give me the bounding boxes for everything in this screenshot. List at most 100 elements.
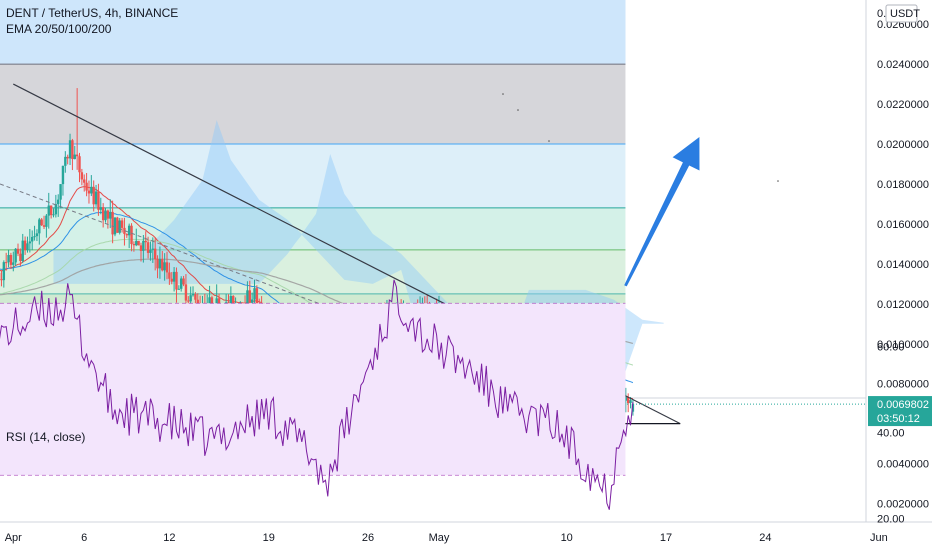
price-tick-label: 0.0080000 [877, 379, 929, 391]
dot-mark [502, 93, 504, 95]
indicator-legend[interactable]: EMA 20/50/100/200 [6, 22, 112, 36]
rsi-tick-label: 20.00 [877, 513, 905, 525]
candle-body [97, 191, 100, 210]
candle-body [59, 184, 62, 200]
time-tick-label: May [429, 532, 450, 544]
candle-body [14, 248, 17, 263]
time-tick-label: 12 [163, 532, 175, 544]
candle-body [135, 240, 138, 246]
candle-body [66, 156, 69, 159]
candle-body [248, 290, 251, 303]
candle-body [61, 165, 65, 185]
candle-body [33, 236, 36, 238]
time-tick-label: 10 [561, 532, 573, 544]
candle-body [624, 397, 628, 401]
candle-body [35, 233, 39, 237]
projection-arrow[interactable] [612, 130, 713, 292]
candle-body [73, 154, 76, 160]
candle-body [64, 156, 67, 166]
candle-body [78, 156, 81, 173]
price-tick-label: 0.0040000 [877, 459, 929, 471]
candle-body [629, 400, 632, 404]
candle-body [4, 262, 8, 264]
time-tick-label: 24 [759, 532, 771, 544]
rsi-tick-label: 60.00 [877, 341, 905, 353]
candle-body [142, 240, 145, 251]
countdown-label: 03:50:12 [877, 413, 920, 425]
candle-body [116, 217, 119, 233]
rsi-tick-label: 40.00 [877, 427, 905, 439]
price-tick-label: 0.0220000 [877, 99, 929, 111]
candle-body [120, 220, 124, 228]
time-tick-label: Apr [5, 532, 22, 544]
candle-body [170, 278, 173, 282]
candle-body [45, 215, 48, 227]
ichimoku-cloud-area [53, 120, 664, 424]
rsi-legend[interactable]: RSI (14, close) [6, 430, 85, 444]
candle-body [92, 186, 95, 205]
candle-body [631, 404, 635, 412]
candle-body [80, 172, 84, 180]
candle-body [255, 288, 259, 306]
time-tick-label: 19 [263, 532, 275, 544]
currency-badge [885, 4, 918, 23]
candle-body [177, 288, 181, 290]
price-tick-label: 0.0120000 [877, 299, 929, 311]
candle-body [54, 204, 58, 215]
candle-body [47, 205, 50, 216]
candle-body [229, 296, 233, 309]
candle-body [172, 271, 176, 282]
candle-body [127, 225, 131, 236]
candle-body [194, 294, 197, 300]
candle-body [99, 207, 102, 210]
candle-body [42, 225, 46, 227]
candle-body [139, 245, 143, 251]
price-tick-top: 0. [877, 8, 886, 20]
fib-zone [0, 64, 626, 144]
candle-body [191, 294, 195, 296]
candle-body [125, 233, 129, 236]
candle-body [161, 259, 164, 271]
rsi-pane [0, 279, 634, 510]
candle-body [71, 140, 74, 160]
candle-body [132, 244, 136, 246]
candle-body [38, 219, 41, 234]
candle-body [111, 211, 114, 235]
arrow-shape [624, 137, 700, 287]
candle-body [16, 248, 20, 254]
candle-body [158, 259, 162, 269]
candle-body [168, 272, 171, 279]
fib-zone [0, 249, 626, 294]
candle-body [0, 279, 3, 281]
candle-body [9, 254, 13, 265]
candle-body [52, 214, 55, 216]
time-axis[interactable]: Apr 6 12 19 26 May 10 17 24 Jun [5, 532, 888, 544]
candle-body [12, 262, 15, 265]
candle-body [85, 182, 88, 191]
last-price-tag [868, 396, 932, 427]
fib-zone-top [0, 0, 626, 65]
candle-body [253, 288, 256, 300]
candle-body [208, 297, 211, 307]
price-axis[interactable]: 0.02600000.02400000.02200000.02000000.01… [868, 4, 932, 525]
candle-body [182, 278, 185, 285]
currency-badge-label: USDT [890, 8, 920, 20]
candle-body [49, 205, 53, 216]
candle-body [175, 271, 178, 290]
candle-body [104, 210, 107, 221]
candle-body [180, 278, 183, 289]
candle-body [26, 243, 29, 251]
price-tick-label: 0.0100000 [877, 339, 929, 351]
fib-zone [0, 144, 626, 208]
candle-body [113, 217, 117, 235]
symbol-title[interactable]: DENT / TetherUS, 4h, BINANCE [6, 6, 178, 20]
candle-body [75, 154, 79, 157]
candle-body [87, 190, 91, 194]
price-tick-label: 0.0160000 [877, 219, 929, 231]
dot-mark [517, 109, 519, 111]
price-tick-label: 0.0240000 [877, 59, 929, 71]
candle-body [153, 248, 157, 260]
price-tick-label: 0.0140000 [877, 259, 929, 271]
